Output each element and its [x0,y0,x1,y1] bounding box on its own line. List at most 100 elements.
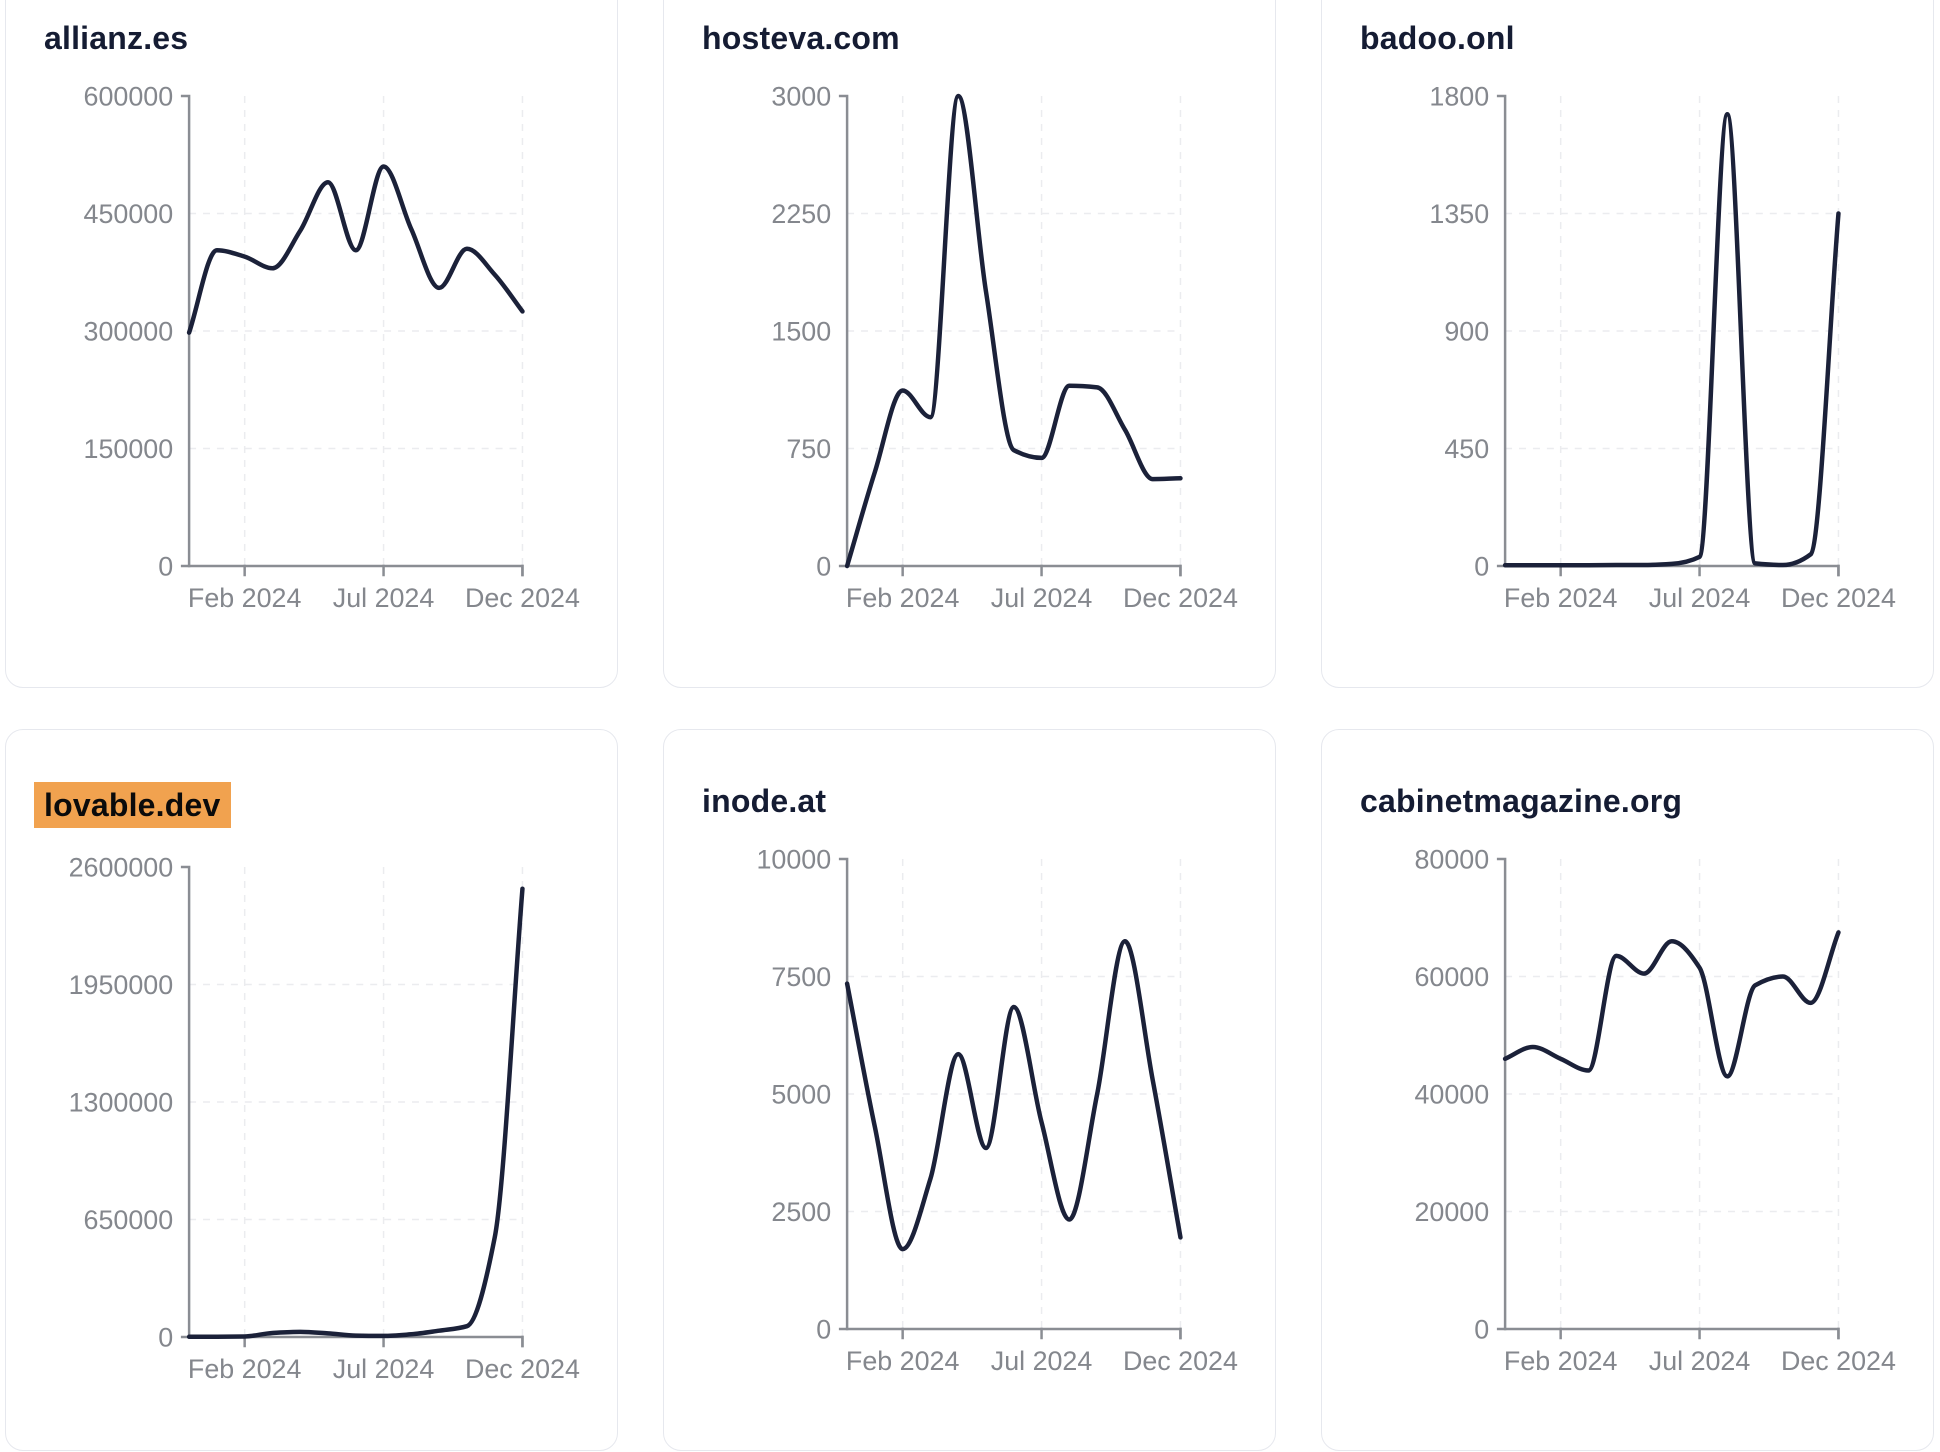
x-axis [845,564,1182,577]
chart-card-lovable: lovable.dev 0 650000 1300000 1950000 2600000… [5,729,618,1451]
axes [1496,857,1840,1340]
chart-title-row: allianz.es [44,19,617,57]
svg-text:Jul 2024: Jul 2024 [1649,583,1751,613]
svg-text:300000: 300000 [84,317,174,347]
y-axis [838,857,849,1331]
y-tick-labels: 0 450 900 1350 1800 [1429,82,1489,582]
svg-text:1950000: 1950000 [69,970,174,1000]
y-axis [1496,857,1507,1331]
svg-text:2500: 2500 [771,1197,831,1227]
svg-text:Dec 2024: Dec 2024 [465,583,580,613]
axes [838,94,1182,577]
svg-text:0: 0 [1474,552,1489,582]
svg-text:Jul 2024: Jul 2024 [333,583,435,613]
svg-text:7500: 7500 [771,962,831,992]
x-tick-labels: Feb 2024 Jul 2024 Dec 2024 [1504,1346,1896,1376]
chart-title-row: hosteva.com [702,19,1275,57]
chart-title-row: inode.at [702,782,1275,820]
chart-title: badoo.onl [1360,20,1515,56]
svg-text:0: 0 [1474,1315,1489,1345]
x-axis [1503,1327,1840,1340]
svg-text:450000: 450000 [84,199,174,229]
svg-text:1500: 1500 [771,317,831,347]
x-tick-labels: Feb 2024 Jul 2024 Dec 2024 [846,583,1238,613]
gridlines [1505,859,1840,1329]
svg-text:Dec 2024: Dec 2024 [1781,1346,1896,1376]
y-tick-labels: 0 20000 40000 60000 80000 [1414,845,1489,1345]
svg-text:1300000: 1300000 [69,1088,174,1118]
y-axis [1496,94,1507,568]
x-axis [845,1327,1182,1340]
svg-text:Dec 2024: Dec 2024 [465,1354,580,1384]
line-chart: 0 750 1500 2250 3000 Feb 2024 Jul 2024 Dec 2024 [771,82,1238,613]
svg-text:60000: 60000 [1414,962,1489,992]
gridlines [1505,96,1840,566]
series-line [844,939,1183,1252]
line-chart: 0 150000 300000 450000 600000 Feb 2024 Jul 202… [84,82,580,613]
series-line [186,164,525,335]
axes [180,94,524,577]
y-tick-labels: 0 150000 300000 450000 600000 [84,82,174,582]
svg-text:Dec 2024: Dec 2024 [1123,583,1238,613]
y-tick-labels: 0 650000 1300000 1950000 2600000 [69,853,174,1353]
svg-text:Jul 2024: Jul 2024 [991,583,1093,613]
gridlines [189,96,524,566]
svg-text:750: 750 [786,434,831,464]
svg-text:Dec 2024: Dec 2024 [1781,583,1896,613]
line-chart: 0 20000 40000 60000 80000 Feb 2024 Jul 2024 Dec… [1414,845,1896,1376]
line-chart: 0 650000 1300000 1950000 2600000 Feb 2024 Jul … [69,853,580,1384]
svg-text:3000: 3000 [771,82,831,112]
svg-text:0: 0 [158,1323,173,1353]
svg-text:Jul 2024: Jul 2024 [333,1354,435,1384]
svg-text:Feb 2024: Feb 2024 [188,583,302,613]
chart-title: allianz.es [44,20,189,56]
svg-text:450: 450 [1444,434,1489,464]
x-tick-labels: Feb 2024 Jul 2024 Dec 2024 [846,1346,1238,1376]
chart-title-row: lovable.dev [34,782,617,828]
chart-title-row: badoo.onl [1360,19,1933,57]
y-axis [180,865,191,1339]
chart-title: hosteva.com [702,20,900,56]
svg-text:Jul 2024: Jul 2024 [991,1346,1093,1376]
svg-text:10000: 10000 [756,845,831,875]
chart-card-badoo: badoo.onl 0 450 900 1350 1800 Feb 2024 Jul 202… [1321,0,1934,688]
svg-text:1350: 1350 [1429,199,1489,229]
line-chart: 0 450 900 1350 1800 Feb 2024 Jul 2024 Dec 2024 [1429,82,1896,613]
chart-card-inode: inode.at 0 2500 5000 7500 10000 Feb 2024 Jul 2… [663,729,1276,1451]
line-chart: 0 2500 5000 7500 10000 Feb 2024 Jul 2024 Dec 20… [756,845,1238,1376]
svg-text:Feb 2024: Feb 2024 [1504,583,1618,613]
x-axis [187,564,524,577]
svg-text:150000: 150000 [84,434,174,464]
svg-text:Feb 2024: Feb 2024 [846,583,960,613]
svg-text:0: 0 [816,552,831,582]
svg-text:Feb 2024: Feb 2024 [846,1346,960,1376]
svg-text:20000: 20000 [1414,1197,1489,1227]
svg-text:0: 0 [816,1315,831,1345]
axes [180,865,524,1348]
y-tick-labels: 0 2500 5000 7500 10000 [756,845,831,1345]
chart-title-row: cabinetmagazine.org [1360,782,1933,820]
svg-text:80000: 80000 [1414,845,1489,875]
svg-text:900: 900 [1444,317,1489,347]
x-tick-labels: Feb 2024 Jul 2024 Dec 2024 [1504,583,1896,613]
svg-text:Dec 2024: Dec 2024 [1123,1346,1238,1376]
svg-text:0: 0 [158,552,173,582]
svg-text:600000: 600000 [84,82,174,112]
chart-card-allianz: allianz.es 0 150000 300000 450000 600000 Feb … [5,0,618,688]
svg-text:650000: 650000 [84,1205,174,1235]
svg-text:1800: 1800 [1429,82,1489,112]
axes [1496,94,1840,577]
y-axis [838,94,849,568]
gridlines [847,859,1182,1329]
axes [838,857,1182,1340]
series-line [1502,930,1841,1079]
y-tick-labels: 0 750 1500 2250 3000 [771,82,831,582]
svg-text:40000: 40000 [1414,1080,1489,1110]
chart-title: cabinetmagazine.org [1360,783,1683,819]
chart-title: inode.at [702,783,827,819]
svg-text:2600000: 2600000 [69,853,174,883]
svg-text:2250: 2250 [771,199,831,229]
series-line [844,93,1183,569]
x-tick-labels: Feb 2024 Jul 2024 Dec 2024 [188,1354,580,1384]
chart-title: lovable.dev [34,782,231,828]
